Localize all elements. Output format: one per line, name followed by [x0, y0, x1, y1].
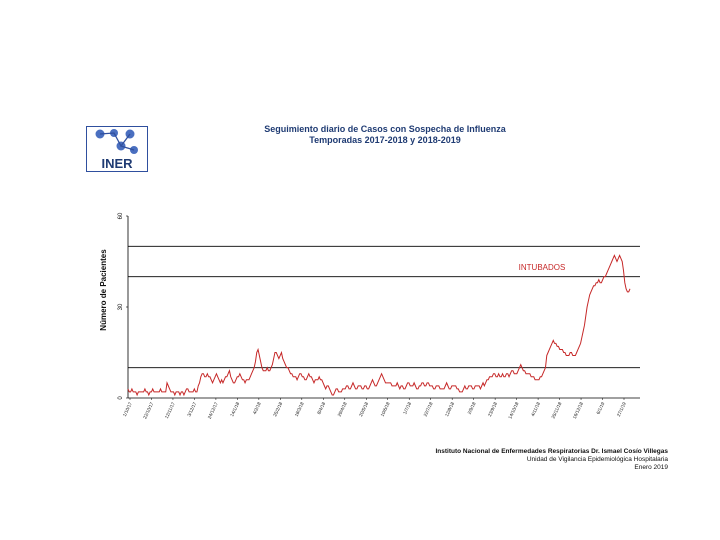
x-tick-label: 14/1/18 — [229, 401, 240, 417]
x-tick-label: 27/1/19 — [616, 401, 627, 417]
y-tick-label: 60 — [118, 212, 124, 219]
x-tick-label: 4/11/18 — [530, 401, 541, 417]
x-tick-label: 29/4/18 — [337, 401, 348, 417]
footer-institution: Instituto Nacional de Enfermedades Respi… — [435, 448, 668, 455]
y-tick-label: 30 — [118, 303, 124, 310]
x-tick-label: 14/10/18 — [507, 401, 519, 420]
x-tick-label: 6/1/19 — [595, 401, 605, 415]
x-tick-label: 2/9/18 — [467, 401, 477, 415]
y-tick-labels: 0 30 60 — [118, 212, 128, 400]
y-tick-label: 0 — [118, 396, 124, 400]
x-tick-label: 22/7/18 — [423, 401, 434, 417]
x-tick-label: 8/4/18 — [316, 401, 326, 415]
axes — [127, 216, 640, 399]
x-tick-label: 22/10/17 — [142, 401, 154, 420]
title-line-2: Temporadas 2017-2018 y 2018-2019 — [309, 135, 461, 145]
x-tick-label: 18/3/18 — [294, 401, 305, 417]
footer: Instituto Nacional de Enfermedades Respi… — [435, 448, 668, 472]
x-tick-label: 4/2/18 — [252, 401, 262, 415]
x-tick-label: 25/11/18 — [551, 401, 563, 419]
logo-text: INER — [101, 156, 133, 171]
title-line-1: Seguimiento diario de Casos con Sospecha… — [264, 124, 506, 134]
series-group — [127, 254, 631, 397]
intubados-annotation: INTUBADOS — [519, 263, 566, 272]
x-tick-label: 1/10/17 — [122, 401, 133, 417]
footer-date: Enero 2019 — [634, 464, 668, 471]
y-axis-label: Número de Pacientes — [99, 249, 108, 331]
reference-lines — [128, 245, 640, 369]
x-tick-label: 10/6/18 — [380, 401, 391, 417]
x-tick-label: 24/12/17 — [207, 401, 219, 420]
x-tick-label: 16/12/18 — [572, 401, 584, 420]
chart-title: Seguimiento diario de Casos con Sospecha… — [180, 124, 590, 146]
footer-unit: Unidad de Vigilancia Epidemiológica Hosp… — [526, 456, 668, 463]
x-tick-label: 20/5/18 — [358, 401, 369, 417]
x-tick-label: 3/12/17 — [186, 401, 197, 417]
x-tick-label: 12/8/18 — [444, 401, 455, 417]
x-tick-label: 12/11/17 — [164, 401, 176, 419]
x-tick-label: 23/9/18 — [487, 401, 498, 417]
x-tick-labels: 1/10/17 22/10/17 12/11/17 3/12/17 24/12/17 14… — [122, 398, 627, 420]
iner-logo: INER — [86, 126, 148, 172]
x-tick-label: 1/7/18 — [402, 401, 412, 415]
series-line — [127, 254, 631, 397]
x-tick-label: 25/2/18 — [272, 401, 283, 417]
